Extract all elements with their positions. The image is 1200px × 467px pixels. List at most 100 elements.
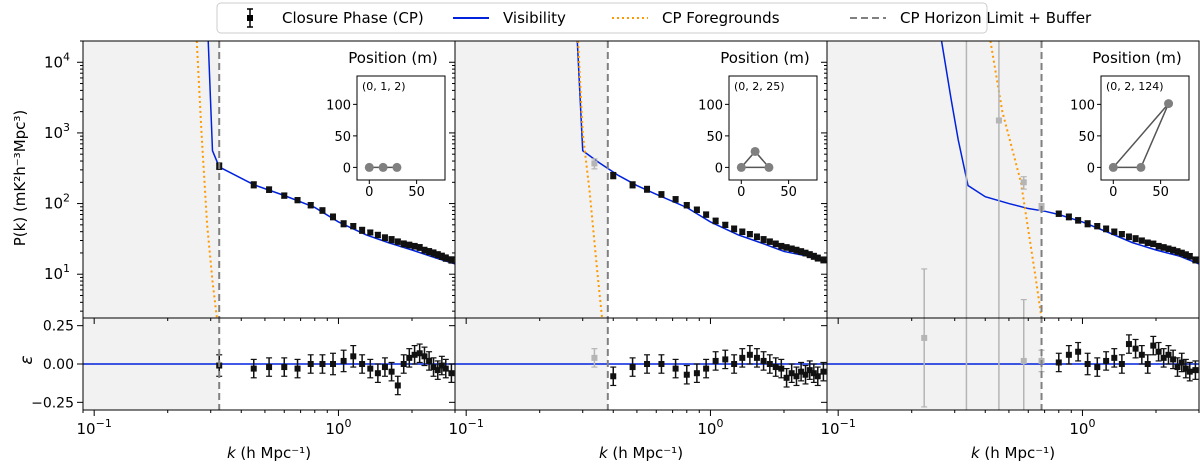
horizon-shaded-region xyxy=(455,41,608,410)
inset-baseline-lines xyxy=(739,150,771,169)
y-ticks xyxy=(77,40,83,403)
y-axis-label-top: P(k) (mK²h⁻³Mpc³) xyxy=(11,110,29,247)
inset-array-layout: Position (m) (0, 2, 124) 0 50 0 50 100 xyxy=(1070,49,1190,200)
x-axis-label: k (h Mpc⁻¹) xyxy=(599,444,683,462)
inset-antenna-marker xyxy=(392,162,402,172)
cp-point xyxy=(772,240,779,377)
y-ticks xyxy=(821,40,827,403)
cp-point xyxy=(1138,237,1145,365)
inset-antenna-marker xyxy=(764,162,774,172)
cp-point xyxy=(434,251,441,380)
cp-point xyxy=(388,236,395,382)
cp-point xyxy=(610,171,617,387)
cp-point xyxy=(1118,231,1125,374)
y-tick-label-top: 104 xyxy=(44,50,70,71)
inset-x-tick-label: 50 xyxy=(408,185,425,200)
inset-y-tick-label: 50 xyxy=(706,130,723,145)
cp-point xyxy=(739,228,746,368)
y-axis-label-bottom: ε xyxy=(17,355,37,364)
cp-point xyxy=(1075,217,1082,362)
cp-point xyxy=(1094,223,1101,377)
inset-title: Position (m) xyxy=(1092,49,1182,67)
cp-point xyxy=(783,244,790,388)
legend-entry-cp: Closure Phase (CP) xyxy=(247,8,424,28)
cp-point xyxy=(281,192,288,377)
inset-y-tick-label: 0 xyxy=(343,161,351,176)
horizon-shaded-region xyxy=(827,41,1042,410)
cp-point xyxy=(1182,251,1189,379)
inset-y-tick-label: 100 xyxy=(326,98,351,113)
cp-point xyxy=(330,213,337,376)
x-tick-label: 10−1 xyxy=(449,417,484,438)
inset-y-tick-label: 100 xyxy=(1070,98,1095,113)
legend-frame xyxy=(216,2,988,34)
cp-point xyxy=(374,231,381,383)
cp-point xyxy=(307,202,314,374)
cp-point xyxy=(760,236,767,371)
cp-point xyxy=(430,249,437,377)
x-tick-label: 10−1 xyxy=(821,417,856,438)
cp-point xyxy=(250,181,257,379)
inset-antenna-marker xyxy=(1136,162,1146,172)
inset-frame xyxy=(728,75,818,181)
cp-point xyxy=(995,41,1002,410)
x-tick-label: 100 xyxy=(697,417,723,438)
y-tick-label-top: 102 xyxy=(44,192,70,213)
cp-point xyxy=(1103,225,1110,371)
inset-y-tick-label: 100 xyxy=(698,98,723,113)
cp-point xyxy=(806,251,813,380)
cp-point xyxy=(1155,242,1162,362)
cp-point xyxy=(319,207,326,374)
cp-point xyxy=(731,225,738,374)
cp-point xyxy=(411,242,418,365)
inset-x-tick-label: 0 xyxy=(737,185,745,200)
cp-point xyxy=(703,211,710,379)
x-axis-label: k (h Mpc⁻¹) xyxy=(971,444,1055,462)
cp-foreground-line xyxy=(577,41,604,319)
cp-point xyxy=(1132,235,1139,359)
inset-x-tick-label: 50 xyxy=(1152,185,1169,200)
cp-point xyxy=(693,206,700,383)
panels: 10−1 100 k (h Mpc⁻¹) 101 102 103 104 0.25 0.00 −0… xyxy=(31,40,1200,462)
cp-point xyxy=(394,238,401,396)
inset-array-layout: Position (m) (0, 2, 25) 0 50 0 50 100 xyxy=(698,49,818,200)
cp-point xyxy=(644,185,651,374)
inset-antenna-marker xyxy=(1108,162,1118,172)
x-axis-label: k (h Mpc⁻¹) xyxy=(227,444,311,462)
inset-label: (0, 2, 124) xyxy=(1106,80,1164,93)
panel-1: 10−1 100 k (h Mpc⁻¹) 101 102 103 104 0.25 0.00 −0… xyxy=(31,40,456,462)
inset-x-tick-label: 0 xyxy=(1109,185,1117,200)
cp-point xyxy=(1150,240,1157,356)
inset-y-tick-label: 50 xyxy=(1078,130,1095,145)
y-tick-label-top: 101 xyxy=(44,262,70,283)
y-tick-label-bottom: 0.25 xyxy=(43,319,74,335)
cp-point xyxy=(1192,256,1199,380)
cp-point xyxy=(340,220,347,373)
inset-frame xyxy=(356,75,446,181)
legend-entry-fg: CP Foregrounds xyxy=(612,9,780,27)
cp-point xyxy=(400,240,407,374)
legend-entry-vis: Visibility xyxy=(453,9,566,27)
y-ticks xyxy=(449,40,455,403)
x-ticks xyxy=(826,318,1200,416)
cp-point xyxy=(421,246,428,367)
cp-point xyxy=(672,196,679,379)
cp-foreground-line xyxy=(195,41,218,319)
cp-point xyxy=(1165,245,1172,365)
cp-point xyxy=(438,252,445,376)
inset-antenna-marker xyxy=(750,146,760,156)
y-tick-label-bottom: 0.00 xyxy=(43,357,74,373)
cp-point xyxy=(1111,228,1118,368)
cp-point xyxy=(820,256,827,382)
cp-point xyxy=(1084,220,1091,376)
cp-point xyxy=(788,245,795,383)
cp-point xyxy=(810,252,817,383)
y-tick-label-top: 103 xyxy=(44,121,70,142)
horizon-shaded-region xyxy=(83,41,220,410)
cp-point xyxy=(1170,246,1177,370)
legend-marker-square xyxy=(247,15,253,21)
cp-point xyxy=(712,217,719,371)
inset-y-tick-label: 50 xyxy=(334,130,351,145)
cp-point xyxy=(1125,233,1132,354)
